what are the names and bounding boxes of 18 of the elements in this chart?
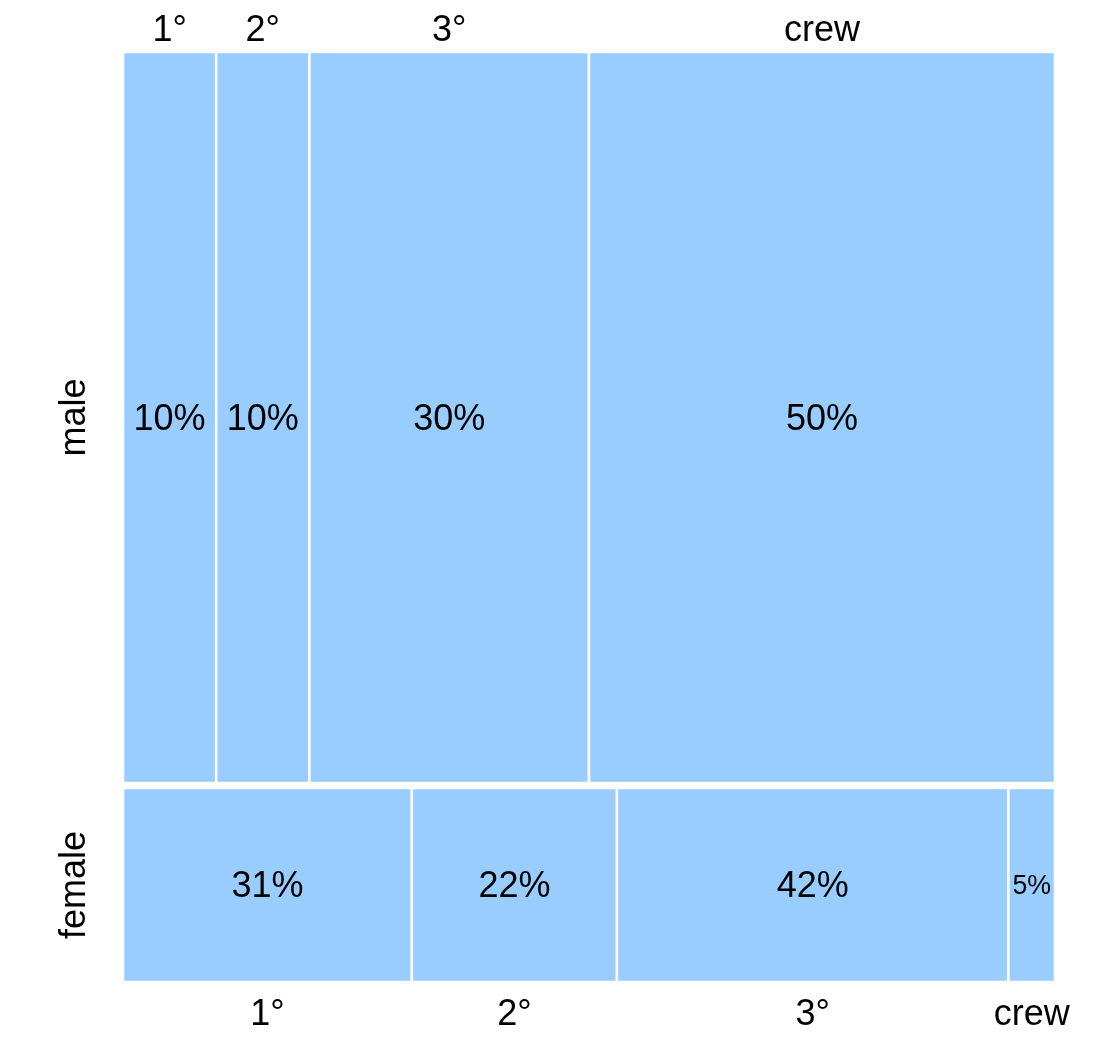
- category-label: crew: [993, 992, 1070, 1033]
- category-label: 2°: [245, 8, 280, 49]
- data-label: 50%: [785, 396, 859, 438]
- data-label: 31%: [231, 864, 304, 905]
- text: male: [52, 378, 93, 457]
- data-label: 42%: [776, 864, 849, 905]
- category-label: 2°: [497, 992, 532, 1033]
- data-label: 10%: [133, 396, 206, 438]
- data-label: 10%: [226, 396, 299, 438]
- category-label: 3°: [430, 8, 468, 50]
- category-label: 1°: [152, 8, 187, 49]
- data-label: 22%: [478, 864, 551, 905]
- text: female: [52, 830, 93, 940]
- category-label: crew: [783, 8, 861, 50]
- data-label: 30%: [413, 396, 486, 438]
- category-label: 3°: [795, 992, 830, 1033]
- data-label: 5%: [1012, 869, 1052, 900]
- category-label: 1°: [250, 992, 285, 1033]
